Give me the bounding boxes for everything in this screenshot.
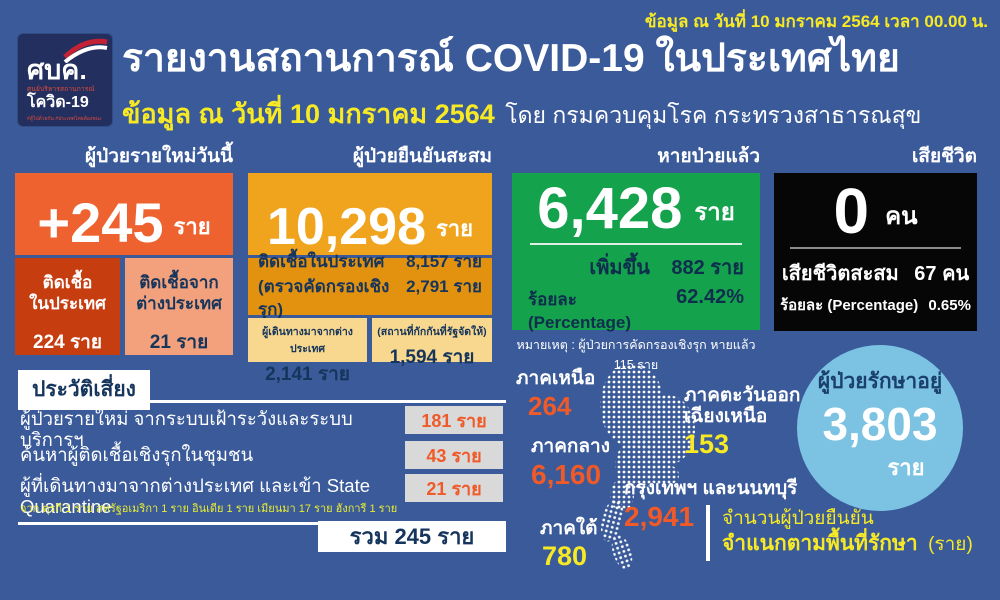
risk-row-label: ผู้ป่วยรายใหม่ จากระบบเฝ้าระวังและระบบบร… — [20, 408, 353, 451]
deaths-header: เสียชีวิต — [911, 146, 977, 167]
cumulative-screening-value: 2,791 ราย — [406, 277, 482, 297]
region-bangkok: กรุงเทพฯ และนนทบุรี 2,941 — [624, 478, 798, 533]
deaths-pct-label: ร้อยละ (Percentage) — [780, 296, 919, 314]
new-cases-card: +245 ราย — [15, 173, 233, 255]
region-north: ภาคเหนือ 264 — [516, 368, 596, 421]
logo-org-name: ศูนย์บริหารสถานการณ์ — [27, 86, 95, 94]
cumulative-card: 10,298 ราย — [248, 173, 492, 255]
risk-row-badge: 43 ราย — [405, 441, 503, 469]
map-caption-unit: (ราย) — [928, 533, 973, 555]
region-value: 6,160 — [531, 458, 602, 490]
page-title: รายงานสถานการณ์ COVID-19 ในประเทศไทย — [122, 37, 900, 80]
region-value: 2,941 — [624, 500, 695, 532]
active-cases-label: ผู้ป่วยรักษาอยู่ — [817, 370, 943, 393]
new-imported-label2: ต่างประเทศ — [136, 294, 222, 314]
new-cases-unit: ราย — [173, 214, 211, 239]
risk-row-badge: 21 ราย — [405, 474, 503, 502]
region-name: กรุงเทพฯ และนนทบุรี — [624, 478, 798, 499]
recovered-pct-label: ร้อยละ (Percentage) — [528, 290, 631, 333]
region-northeast: ภาคตะวันออก เฉียงเหนือ 153 — [684, 385, 801, 459]
divider — [530, 243, 742, 246]
cumulative-imported-value: 2,141 ราย — [265, 364, 350, 385]
map-caption-line1: จำนวนผู้ป่วยยืนยัน — [722, 508, 874, 529]
risk-row-badge: 181 ราย — [405, 406, 503, 434]
logo-hashtags: #สู้ไปด้วยกัน #ประเทศไทยต้องชนะ — [27, 116, 102, 123]
new-imported-label1: ติดเชื้อจาก — [139, 273, 219, 292]
logo-abbr: ศบค. — [27, 55, 87, 85]
cumulative-domestic-value: 8,157 ราย — [406, 252, 482, 272]
divider — [18, 400, 506, 403]
thailand-map — [600, 363, 695, 570]
region-central: ภาคกลาง 6,160 — [531, 436, 610, 491]
deaths-value: 0 — [833, 175, 870, 247]
cumulative-imported-box: ผู้เดินทางมาจากต่างประเทศ 2,141 ราย — [248, 318, 367, 385]
new-domestic-label2: ในประเทศ — [29, 294, 106, 314]
logo-covid-label: โควิด-19 — [27, 94, 89, 112]
subtitle-date: ข้อมูล ณ วันที่ 10 มกราคม 2564 — [122, 99, 495, 129]
active-cases-circle: ผู้ป่วยรักษาอยู่ 3,803 ราย — [797, 345, 963, 511]
recovered-increase-value: 882 ราย — [671, 257, 744, 280]
cumulative-header: ผู้ป่วยยืนยันสะสม — [352, 146, 492, 167]
recovered-pct-value: 62.42% — [676, 286, 744, 309]
deaths-unit: คน — [885, 202, 918, 230]
new-domestic-box: ติดเชื้อ ในประเทศ 224 ราย — [15, 258, 120, 355]
region-name: ภาคเหนือ — [516, 368, 596, 389]
cumulative-quarantine-label: (สถานที่กักกันที่รัฐจัดให้) — [377, 326, 487, 338]
region-name: เฉียงเหนือ — [684, 405, 768, 427]
region-value: 153 — [684, 428, 730, 459]
active-cases-value: 3,803 — [822, 398, 938, 450]
new-imported-box: ติดเชื้อจาก ต่างประเทศ 21 ราย — [125, 258, 233, 355]
risk-row-label: ค้นหาผู้ติดเชื้อเชิงรุกในชุมชน — [20, 444, 254, 465]
active-cases-unit: ราย — [887, 455, 925, 481]
region-value: 264 — [528, 390, 572, 421]
region-south: ภาคใต้ 780 — [540, 518, 598, 572]
thai-flag-icon — [63, 38, 108, 63]
deaths-cumulative-value: 67 คน — [914, 262, 970, 285]
page-subtitle: ข้อมูล ณ วันที่ 10 มกราคม 2564 โดย กรมคว… — [122, 92, 992, 135]
recovered-card: 6,428 ราย เพิ่มขึ้น 882 ราย ร้อยละ (Perc… — [512, 173, 760, 333]
deaths-pct-value: 0.65% — [928, 296, 971, 314]
divider — [18, 522, 318, 525]
divider — [790, 246, 961, 249]
map-caption: จำนวนผู้ป่วยยืนยัน จำแนกตามพื้นที่รักษา … — [706, 505, 973, 561]
risk-total: รวม 245 ราย — [318, 521, 506, 552]
new-imported-value: 21 ราย — [149, 331, 209, 353]
deaths-cumulative-label: เสียชีวิตสะสม — [781, 262, 899, 285]
recovered-increase-label: เพิ่มขึ้น — [589, 257, 650, 280]
risk-row-note: จาก ตุรกี 1 ราย สหรัฐอเมริกา 1 ราย อินเด… — [20, 503, 398, 515]
cumulative-screening-label: (ตรวจคัดกรองเชิงรุก) — [258, 277, 390, 319]
subtitle-agency: โดย กรมควบคุมโรค กระทรวงสาธารณสุข — [505, 102, 922, 128]
cumulative-domestic-label: ติดเชื้อในประเทศ — [258, 252, 385, 272]
recovered-unit: ราย — [694, 199, 735, 227]
cumulative-unit: ราย — [435, 216, 474, 241]
new-cases-value: +245 — [37, 191, 164, 255]
cumulative-value: 10,298 — [266, 197, 426, 256]
cumulative-imported-label: ผู้เดินทางมาจากต่างประเทศ — [262, 326, 353, 355]
region-name: ภาคกลาง — [531, 436, 610, 457]
region-name: ภาคตะวันออก — [684, 385, 801, 406]
recovered-value: 6,428 — [537, 176, 683, 241]
cumulative-quarantine-box: (สถานที่กักกันที่รัฐจัดให้) 1,594 ราย — [372, 318, 492, 368]
region-name: ภาคใต้ — [540, 518, 598, 539]
report-timestamp: ข้อมูล ณ วันที่ 10 มกราคม 2564 เวลา 00.0… — [644, 12, 988, 31]
recovered-header: หายป่วยแล้ว — [657, 146, 760, 167]
risk-row-label: ผู้ที่เดินทางมาจากต่างประเทศ และเข้า Sta… — [20, 475, 370, 518]
new-cases-header: ผู้ป่วยรายใหม่วันนี้ — [85, 146, 233, 167]
ccsa-logo: ศบค. ศูนย์บริหารสถานการณ์ โควิด-19 #สู้ไ… — [18, 34, 112, 126]
region-value: 780 — [542, 540, 588, 571]
map-caption-line2: จำแนกตามพื้นที่รักษา — [722, 531, 918, 555]
new-domestic-value: 224 ราย — [33, 331, 102, 353]
risk-history-title: ประวัติเสี่ยง — [18, 370, 150, 410]
cumulative-breakdown-box: ติดเชื้อในประเทศ 8,157 ราย (ตรวจคัดกรองเ… — [248, 252, 492, 319]
deaths-card: 0 คน เสียชีวิตสะสม 67 คน ร้อยละ (Percent… — [774, 173, 977, 331]
new-domestic-label1: ติดเชื้อ — [42, 273, 93, 292]
cumulative-quarantine-value: 1,594 ราย — [389, 347, 475, 368]
